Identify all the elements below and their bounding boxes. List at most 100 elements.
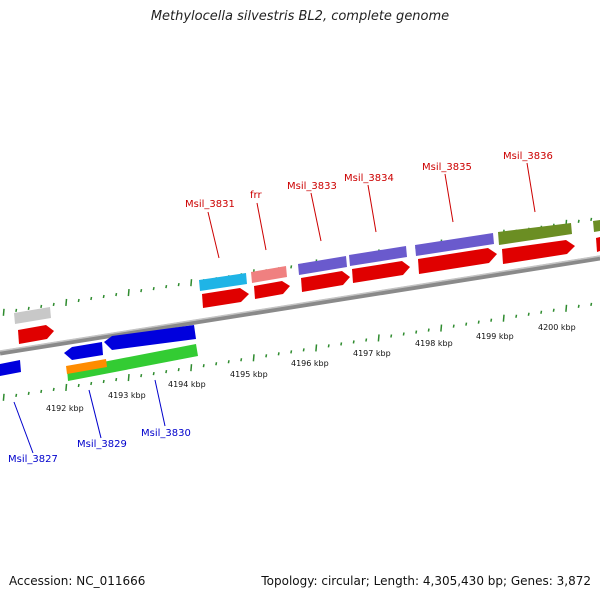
minor-tick: [290, 350, 293, 354]
position-label: 4196 kbp: [291, 359, 329, 368]
minor-tick: [277, 352, 280, 356]
minor-tick: [490, 318, 493, 322]
position-label: 4195 kbp: [230, 370, 268, 379]
major-tick: [2, 308, 5, 316]
cds-arrow[interactable]: [596, 237, 600, 252]
minor-tick: [415, 330, 418, 334]
gene-label-msil-3834[interactable]: Msil_3834: [344, 173, 394, 184]
minor-tick: [52, 387, 55, 392]
minor-tick: [215, 362, 218, 366]
minor-tick: [77, 383, 80, 388]
minor-tick: [577, 219, 580, 223]
minor-tick: [577, 304, 580, 308]
cds-arrow[interactable]: [352, 261, 410, 283]
leader-msil-3835: [444, 173, 454, 223]
gene-label-msil-3831[interactable]: Msil_3831: [185, 199, 235, 210]
leader-msil-3830: [154, 379, 166, 427]
major-tick: [565, 304, 568, 312]
minor-tick: [40, 389, 43, 394]
position-label: 4199 kbp: [476, 332, 514, 341]
gene-msil-3834-feature[interactable]: [349, 246, 407, 266]
minor-tick: [227, 360, 230, 364]
leader-msil-3827: [13, 401, 34, 454]
minor-tick: [152, 286, 155, 291]
minor-tick: [402, 332, 405, 336]
minor-tick: [165, 284, 168, 289]
major-tick: [190, 279, 193, 287]
minor-tick: [202, 364, 205, 368]
major-tick: [127, 289, 130, 297]
gene-msil-3836-feature[interactable]: [498, 223, 572, 245]
position-label: 4194 kbp: [168, 380, 206, 389]
position-label: 4200 kbp: [538, 323, 576, 332]
minor-tick: [590, 302, 593, 306]
minor-tick: [302, 348, 305, 352]
gene-frr-feature[interactable]: [251, 266, 287, 283]
gene-label-msil-3833[interactable]: Msil_3833: [287, 181, 337, 192]
gene-edge-feature[interactable]: [593, 220, 600, 232]
minor-tick: [115, 377, 118, 382]
major-tick: [65, 383, 68, 392]
major-tick: [377, 334, 380, 342]
leader-msil-3836: [526, 162, 536, 213]
major-tick: [252, 354, 255, 362]
gene-label-frr[interactable]: frr: [250, 190, 262, 201]
position-label: 4197 kbp: [353, 349, 391, 358]
gene-msil-3829-feature[interactable]: [64, 342, 103, 360]
genome-backbone: [0, 255, 600, 356]
minor-tick: [427, 328, 430, 332]
minor-tick: [177, 283, 180, 287]
major-tick: [2, 393, 5, 401]
forward-cds-arrows: [18, 237, 600, 344]
major-tick: [127, 374, 130, 382]
gene-msil-3835-feature[interactable]: [415, 233, 494, 256]
minor-tick: [15, 393, 18, 398]
gene-label-msil-3830[interactable]: Msil_3830: [141, 428, 191, 439]
gene-label-msil-3829[interactable]: Msil_3829: [77, 439, 127, 450]
gene-msil-3830-feature[interactable]: [104, 325, 196, 350]
minor-tick: [477, 320, 480, 324]
accession-text: Accession: NC_011666: [9, 574, 146, 588]
orange-feature[interactable]: [66, 359, 107, 374]
gene-msil-3833-feature[interactable]: [298, 256, 347, 275]
gene-msil-3827-feature[interactable]: [0, 360, 21, 376]
cds-arrow[interactable]: [418, 248, 497, 274]
reverse-tick-row: [2, 302, 593, 401]
minor-tick: [177, 368, 180, 372]
cds-arrow[interactable]: [254, 281, 290, 299]
gray-feature[interactable]: [14, 307, 51, 324]
cds-arrow[interactable]: [202, 288, 249, 308]
gene-label-msil-3827[interactable]: Msil_3827: [8, 454, 58, 465]
minor-tick: [115, 292, 118, 297]
minor-tick: [240, 358, 243, 362]
minor-tick: [265, 354, 268, 358]
minor-tick: [152, 371, 155, 376]
minor-tick: [552, 308, 555, 312]
minor-tick: [40, 304, 43, 309]
minor-tick: [452, 324, 455, 328]
cds-arrow[interactable]: [301, 271, 350, 292]
green-feature[interactable]: [67, 344, 198, 381]
cds-arrow[interactable]: [18, 325, 54, 344]
major-tick: [65, 298, 68, 307]
minor-tick: [590, 217, 593, 221]
leader-frr: [256, 202, 267, 251]
map-title: Methylocella silvestris BL2, complete ge…: [150, 9, 450, 24]
minor-tick: [290, 265, 293, 269]
minor-tick: [390, 334, 393, 338]
gene-label-msil-3836[interactable]: Msil_3836: [503, 151, 553, 162]
gene-msil-3831-feature[interactable]: [199, 273, 247, 291]
minor-tick: [352, 340, 355, 344]
gene-label-msil-3835[interactable]: Msil_3835: [422, 162, 472, 173]
leader-msil-3829: [88, 389, 102, 439]
major-tick: [502, 314, 505, 322]
position-label: 4192 kbp: [46, 404, 84, 413]
minor-tick: [90, 296, 93, 301]
leader-msil-3831: [207, 211, 220, 259]
minor-tick: [465, 322, 468, 326]
minor-tick: [327, 344, 330, 348]
minor-tick: [140, 288, 143, 293]
forward-features: [14, 220, 600, 324]
cds-arrow[interactable]: [502, 240, 575, 264]
